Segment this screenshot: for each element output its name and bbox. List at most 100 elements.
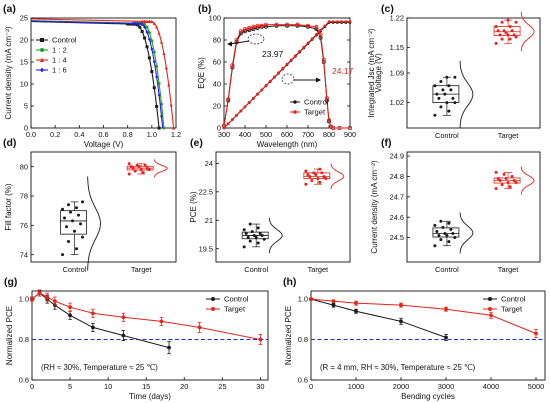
y-tick-label: 24 <box>205 159 213 168</box>
data-point <box>496 29 500 33</box>
data-point <box>157 126 161 130</box>
jv-markers <box>131 21 163 119</box>
data-point <box>306 173 310 177</box>
y-tick-label: 1.02 <box>390 98 404 107</box>
distribution-curve <box>520 12 535 52</box>
data-point <box>281 67 285 70</box>
data-point <box>441 88 445 92</box>
data-point <box>306 41 310 45</box>
data-point <box>75 206 78 210</box>
data-point <box>141 171 145 175</box>
y-axis-label: Normalized PCE <box>284 306 293 365</box>
y-tick-label: 74 <box>20 250 28 259</box>
data-point <box>316 177 320 181</box>
data-point <box>162 51 166 56</box>
data-point <box>329 124 334 129</box>
data-point <box>81 200 84 204</box>
data-point <box>302 45 306 49</box>
data-point <box>449 227 453 231</box>
data-point <box>139 168 143 172</box>
legend-marker <box>293 110 297 114</box>
data-point <box>256 241 260 245</box>
legend-marker <box>211 297 215 301</box>
data-point <box>252 96 255 100</box>
data-point <box>435 92 439 96</box>
data-point <box>447 109 451 113</box>
data-point <box>68 305 72 310</box>
panel-label: (e) <box>190 137 203 149</box>
data-point <box>262 237 266 241</box>
x-tick-label: 5 <box>68 382 72 391</box>
data-point <box>435 229 439 233</box>
y-tick-label: 0.8 <box>298 335 308 344</box>
data-point <box>508 37 512 41</box>
data-point <box>354 301 358 306</box>
data-point <box>138 25 142 29</box>
box <box>60 210 87 235</box>
eqe-curve <box>223 24 350 129</box>
data-point <box>131 21 134 26</box>
panel-label: (b) <box>198 3 211 15</box>
data-point <box>145 166 149 170</box>
data-point <box>500 183 504 187</box>
data-point <box>77 213 80 217</box>
panel-d: (d) 74 76 78 80 Fill factor (%) Control Target <box>3 137 177 274</box>
data-point <box>145 45 149 49</box>
data-point <box>255 23 260 28</box>
data-point <box>437 234 441 238</box>
data-point <box>250 230 254 234</box>
data-point <box>344 20 348 24</box>
data-point <box>160 40 163 44</box>
y-tick-label: 24.7 <box>390 192 404 201</box>
data-point <box>45 295 50 299</box>
legend-marker <box>488 297 492 301</box>
data-point <box>314 24 319 29</box>
distribution-curve <box>520 166 535 195</box>
data-point <box>277 71 280 75</box>
distribution-curve <box>330 163 345 190</box>
data-point <box>147 31 151 35</box>
data-point <box>496 176 500 180</box>
jv-markers <box>126 22 161 130</box>
data-point <box>439 79 443 83</box>
data-point <box>69 210 72 214</box>
legend-marker <box>40 67 44 73</box>
series-markers <box>309 297 538 338</box>
data-point <box>247 101 251 104</box>
x-axis-label: Wavelength (nm) <box>257 140 318 149</box>
data-point <box>494 41 498 45</box>
jsc-highlight-ellipse <box>281 73 295 85</box>
data-point <box>327 20 331 24</box>
data-point <box>449 88 453 92</box>
data-point <box>444 335 448 340</box>
data-point <box>147 37 151 42</box>
y-axis-label: Voltage (V) <box>374 53 383 93</box>
plot-frame <box>31 290 269 381</box>
data-point <box>294 54 297 58</box>
data-point <box>242 245 246 249</box>
y-tick-label: 22.5 <box>199 187 213 196</box>
data-point <box>91 311 95 316</box>
data-point <box>295 22 300 27</box>
category-label: Control <box>435 265 459 274</box>
y-tick-label: 24.8 <box>390 172 404 181</box>
data-point <box>127 162 131 166</box>
legend-label: Control <box>52 36 77 45</box>
x-tick-label: 1.2 <box>171 130 181 139</box>
eqe-markers <box>221 23 352 131</box>
y-tick-label: 60 <box>213 58 221 67</box>
data-point <box>321 57 326 62</box>
data-point <box>256 226 260 230</box>
data-point <box>67 239 70 243</box>
data-point <box>164 65 168 70</box>
data-point <box>79 222 82 226</box>
category-label: Control <box>63 265 87 274</box>
legend-marker <box>40 38 44 42</box>
data-point <box>447 240 451 244</box>
legend-label: Control <box>304 98 329 107</box>
y-tick-label: 15 <box>20 58 28 67</box>
panel-b: (b) 300 400 500 600 700 800 900 Wavelength (nm) 0… <box>197 3 376 149</box>
data-point <box>451 231 455 235</box>
series-line <box>31 292 261 341</box>
x-tick-label: 0.4 <box>74 130 84 139</box>
